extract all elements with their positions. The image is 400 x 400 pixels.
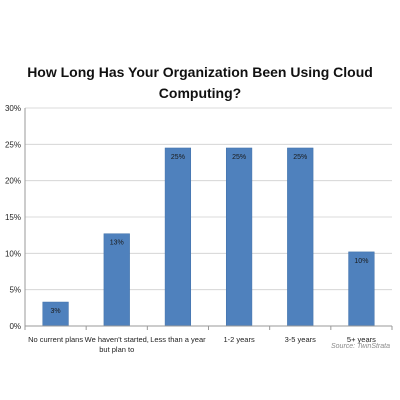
data-label: 13% <box>110 240 124 247</box>
x-axis: No current plans We haven't started,but p… <box>24 325 393 354</box>
y-tick-label: 0% <box>9 322 21 331</box>
x-tick-label: We haven't started, <box>85 335 149 344</box>
x-tick-label: 3-5 years <box>285 335 317 344</box>
chart-title: How Long Has Your Organization Been Usin… <box>20 62 380 104</box>
x-tick-label: 1-2 years <box>223 335 255 344</box>
y-tick-label: 10% <box>5 249 21 258</box>
bars <box>42 147 375 327</box>
bar <box>287 147 314 327</box>
y-tick-label: 30% <box>5 104 21 113</box>
y-axis: 0% 5% 10% 15% 20% 25% 30% <box>5 104 26 331</box>
source-note: Source: TwinStrata <box>330 343 390 350</box>
chart-title-line-1: How Long Has Your Organization Been Usin… <box>27 64 373 80</box>
y-tick-label: 20% <box>5 177 21 186</box>
data-label: 25% <box>171 154 185 161</box>
bar <box>164 147 192 327</box>
data-label: 3% <box>51 308 61 315</box>
chart-title-line-2: Computing? <box>158 85 242 101</box>
x-tick-label: No current plans <box>28 335 83 344</box>
x-tick-label: 5+ years <box>347 335 376 344</box>
x-tick-label: but plan to <box>99 345 134 354</box>
y-tick-label: 15% <box>5 213 21 222</box>
x-tick-label: Less than a year <box>150 335 206 344</box>
gridlines <box>25 107 392 291</box>
data-label: 25% <box>293 154 307 161</box>
y-tick-label: 5% <box>9 286 21 295</box>
data-label: 25% <box>232 154 246 161</box>
data-labels: 3% 13% 25% 25% 25% 10% <box>51 154 369 315</box>
data-label: 10% <box>354 258 368 265</box>
y-tick-label: 25% <box>5 140 21 149</box>
bar <box>225 147 253 327</box>
bar <box>103 233 130 327</box>
